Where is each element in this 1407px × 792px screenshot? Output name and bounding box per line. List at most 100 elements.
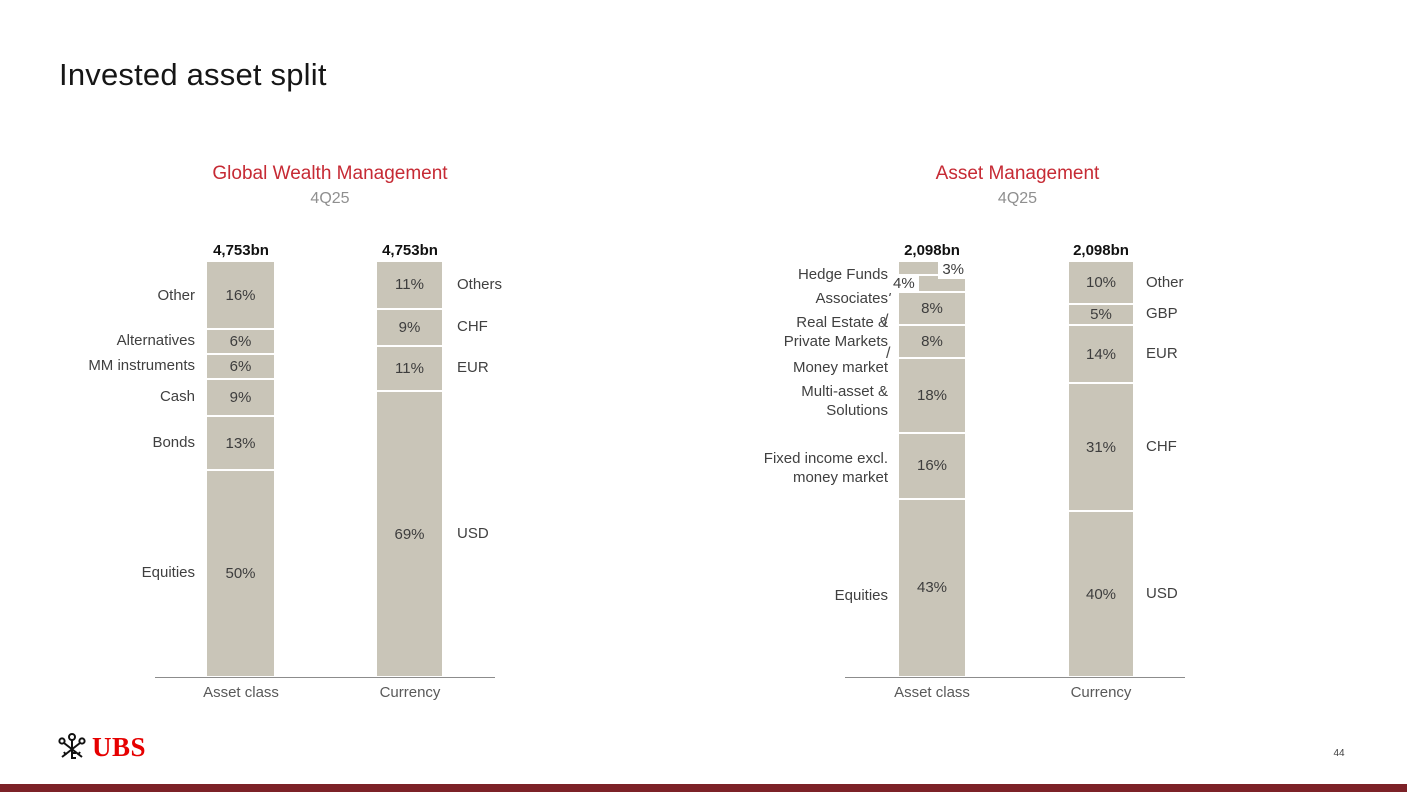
am-asset-axis-label: Asset class xyxy=(894,684,970,701)
gwm-asset-labels: Other Alternatives MM instruments Cash B… xyxy=(55,262,195,676)
segment-value: 10% xyxy=(1085,274,1117,292)
segment-value: 3% xyxy=(938,261,968,279)
bar-segment: 9% xyxy=(377,307,442,345)
segment-value: 31% xyxy=(1085,438,1117,456)
segment-label: Cash xyxy=(55,378,195,415)
bar-segment: 13% xyxy=(207,415,274,469)
segment-label: GBP xyxy=(1146,303,1226,324)
am-currency-labels: Other GBP EUR CHF USD xyxy=(1146,262,1226,676)
bar-segment: 8% xyxy=(899,290,965,325)
segment-value: 9% xyxy=(398,318,421,336)
bar-segment: 10% xyxy=(1069,262,1133,304)
label-gbp: GBP xyxy=(1146,305,1178,323)
label-chf: CHF xyxy=(457,317,488,335)
label-associates: Associates xyxy=(815,290,888,307)
segment-label: EUR xyxy=(1146,324,1226,382)
label-real-estate-private-markets: Real Estate & Private Markets xyxy=(783,314,888,350)
am-subtitle: 4Q25 xyxy=(997,190,1038,207)
bar-segment: 9% xyxy=(207,377,274,416)
gwm-title: Global Wealth Management xyxy=(212,163,448,184)
segment-value: 43% xyxy=(916,579,948,597)
segment-value: 11% xyxy=(395,360,424,378)
label-equities: Equities xyxy=(141,563,195,581)
segment-label: EUR xyxy=(457,345,537,391)
label-fixed-income: Fixed income excl. money market xyxy=(763,450,888,486)
gwm-currency-labels: Others CHF EUR USD xyxy=(457,262,537,676)
am-title: Asset Management xyxy=(935,163,1100,184)
label-chf: CHF xyxy=(1146,437,1177,455)
leader-line: / xyxy=(886,345,891,362)
am-currency-axis-label: Currency xyxy=(1070,684,1132,701)
label-multi-asset-solutions: Multi-asset & Solutions xyxy=(801,383,888,419)
label-usd: USD xyxy=(1146,584,1178,602)
label-other: Other xyxy=(1146,274,1184,292)
gwm-asset-total: 4,753bn xyxy=(213,242,269,259)
am-currency-total: 2,098bn xyxy=(1073,242,1129,259)
gwm-currency-axis-label: Currency xyxy=(379,684,441,701)
footer-bar xyxy=(0,784,1407,792)
bar-segment: 18% xyxy=(899,357,965,432)
segment-value: 16% xyxy=(916,457,948,475)
segment-label: Alternatives xyxy=(55,328,195,353)
segment-label: MM instruments xyxy=(55,353,195,378)
bar-segment: 43% xyxy=(899,497,965,676)
bar-segment: 16% xyxy=(899,431,965,498)
gwm-asset-axis-label: Asset class xyxy=(203,684,279,701)
segment-value: 6% xyxy=(229,333,252,351)
label-hedge-funds: Hedge Funds xyxy=(797,266,888,283)
bar-segment: 6% xyxy=(207,353,274,378)
label-alternatives: Alternatives xyxy=(116,332,195,350)
segment-value: 6% xyxy=(229,357,252,375)
gwm-currency-bar: 11% 9% 11% 69% xyxy=(377,262,442,676)
label-cash: Cash xyxy=(159,388,195,406)
gwm-axis-line xyxy=(155,677,495,678)
label-eur: EUR xyxy=(457,359,489,377)
bar-segment: 40% xyxy=(1069,510,1133,676)
label-bonds: Bonds xyxy=(152,433,195,451)
segment-value: 14% xyxy=(1085,345,1117,363)
bar-segment: 11% xyxy=(377,344,442,391)
label-mm-instruments: MM instruments xyxy=(88,356,195,374)
am-asset-class-bar: 3% 4% 8% 8% 18% 16% 43% xyxy=(889,261,968,676)
label-money-market: Money market xyxy=(792,359,888,376)
label-am-equities: Equities xyxy=(834,587,888,604)
page-title: Invested asset split xyxy=(59,57,327,92)
segment-value: 9% xyxy=(229,389,252,407)
segment-label: CHF xyxy=(1146,382,1226,510)
segment-value: 69% xyxy=(394,525,425,543)
am-asset-total: 2,098bn xyxy=(904,242,960,259)
segment-value: 5% xyxy=(1090,306,1112,324)
bar-segment: 14% xyxy=(1069,324,1133,383)
ubs-logo-text: UBS xyxy=(92,731,147,762)
segment-value: 18% xyxy=(916,386,948,404)
am-currency-bar: 10% 5% 14% 31% 40% xyxy=(1069,262,1133,676)
segment-value: 4% xyxy=(889,275,919,293)
ubs-logo: UBS xyxy=(56,731,146,763)
gwm-currency-total: 4,753bn xyxy=(382,242,438,259)
bar-segment: 5% xyxy=(1069,303,1133,325)
segment-label: Equities xyxy=(55,469,195,676)
segment-value: 50% xyxy=(225,564,256,582)
segment-label: Other xyxy=(55,262,195,328)
segment-label: Bonds xyxy=(55,415,195,469)
bar-segment: 31% xyxy=(1069,382,1133,511)
label-eur: EUR xyxy=(1146,344,1178,362)
segment-value: 16% xyxy=(225,286,256,304)
label-usd: USD xyxy=(457,524,489,542)
gwm-asset-class-bar: 16% 6% 6% 9% 13% 50% xyxy=(207,262,274,676)
bar-segment: 16% xyxy=(207,262,274,329)
bar-segment: 8% xyxy=(899,324,965,358)
leader-line: / xyxy=(884,312,889,329)
am-axis-line xyxy=(845,677,1185,678)
label-other: Other xyxy=(157,286,195,304)
segment-value: 11% xyxy=(395,276,424,294)
gwm-subtitle: 4Q25 xyxy=(310,190,350,207)
bar-segment: 11% xyxy=(377,262,442,308)
segment-label: CHF xyxy=(457,308,537,345)
segment-value: 40% xyxy=(1085,585,1117,603)
segment-label: USD xyxy=(457,390,537,676)
segment-value: 13% xyxy=(225,434,256,452)
segment-value: 8% xyxy=(921,333,943,351)
bar-segment: 50% xyxy=(207,468,274,676)
